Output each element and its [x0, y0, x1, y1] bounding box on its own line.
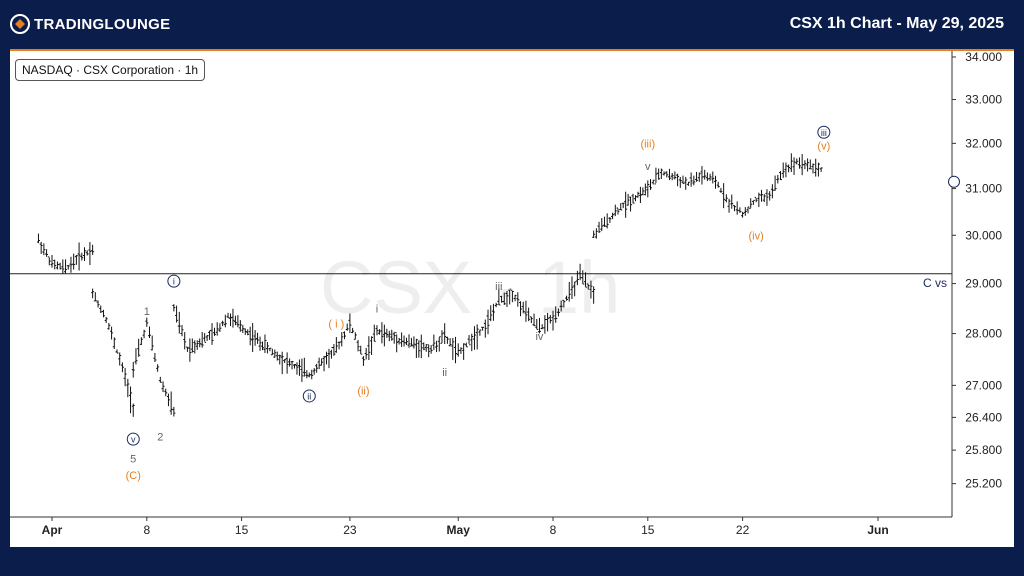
time-tick-label: 15	[235, 523, 249, 537]
price-tick-label: 33.000	[965, 93, 1002, 107]
chart-title: CSX 1h Chart - May 29, 2025	[789, 15, 1004, 32]
time-tick-label: 8	[143, 523, 150, 537]
price-tick-label: 30.000	[965, 228, 1002, 242]
symbol-legend[interactable]: NASDAQ · CSX Corporation · 1h	[15, 59, 206, 81]
price-tick-label: 25.200	[965, 477, 1002, 491]
wave-label: (v)	[817, 141, 830, 153]
watermark: CSX · 1h	[320, 246, 620, 329]
wave-label: (iv)	[748, 230, 763, 242]
price-tick-label: 34.000	[965, 51, 1002, 64]
price-tick-label: 31.000	[965, 182, 1002, 196]
time-tick-label: Apr	[42, 523, 63, 537]
price-tick-label: 25.800	[965, 443, 1002, 457]
logo-icon	[10, 14, 30, 34]
wave-label: iii	[495, 281, 502, 293]
header: TRADINGLOUNGE CSX 1h Chart - May 29, 202…	[0, 0, 1024, 48]
wave-label: i	[173, 277, 175, 287]
wave-label: (C)	[126, 470, 141, 482]
wave-label: (iii)	[640, 138, 655, 150]
chart-panel[interactable]: CSX · 1h 34.000 33.000 32.000 31.000 30.000 29…	[10, 49, 1014, 547]
brand-logo[interactable]: TRADINGLOUNGE	[10, 10, 170, 38]
wave-label: i	[376, 303, 378, 315]
wave-label: iii	[821, 128, 827, 138]
brand-name: TRADINGLOUNGE	[34, 15, 171, 33]
time-tick-label: 8	[550, 523, 557, 537]
wave-label: ii	[307, 391, 311, 401]
time-tick-label: 15	[641, 523, 655, 537]
time-tick-label: 23	[343, 523, 357, 537]
wave-label: iv	[535, 331, 543, 343]
price-tick-label: 28.000	[965, 327, 1002, 341]
wave-label-circle	[302, 389, 316, 403]
wave-label-circle	[948, 175, 960, 188]
time-tick-label: 22	[736, 523, 750, 537]
wave-label: 5	[130, 453, 136, 465]
price-chart[interactable]: CSX · 1h 34.000 33.000 32.000 31.000 30.000 29…	[10, 51, 1014, 547]
wave-label: v	[645, 161, 651, 173]
wave-label: ( i )	[328, 318, 344, 330]
wave-label-circle	[817, 125, 831, 139]
wave-label: 2	[157, 431, 163, 443]
level-line-label: C vs	[923, 276, 947, 290]
price-tick-label: 26.400	[965, 410, 1002, 424]
wave-label: 1	[144, 306, 150, 318]
wave-label-circle	[167, 274, 181, 288]
wave-label: ii	[442, 367, 447, 379]
time-tick-label: Jun	[867, 523, 888, 537]
wave-label-circle	[126, 432, 140, 446]
price-tick-label: 32.000	[965, 136, 1002, 150]
price-tick-label: 27.000	[965, 378, 1002, 392]
price-tick-label: 29.000	[965, 277, 1002, 291]
wave-label: (ii)	[357, 386, 369, 398]
time-tick-label: May	[447, 523, 471, 537]
wave-label: v	[131, 435, 136, 445]
